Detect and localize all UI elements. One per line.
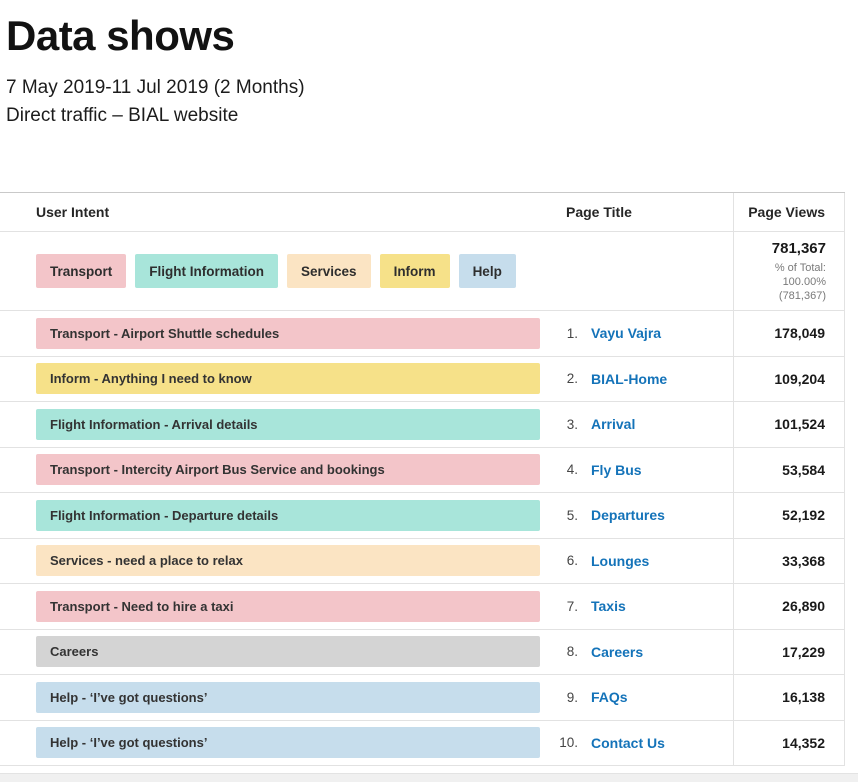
total-pct-label: % of Total: (774, 262, 826, 275)
table-row: Inform - Anything I need to know 2. BIAL-H… (0, 356, 845, 403)
total-pct-value: 100.00% (782, 276, 826, 289)
page-title-link[interactable]: Arrival (591, 416, 636, 433)
page-views-value: 26,890 (733, 584, 845, 629)
table-row: Transport - Airport Shuttle schedules 1. V… (0, 311, 845, 357)
user-intent-bar: Careers (36, 636, 540, 668)
user-intent-cell: Flight Information - Departure details (0, 499, 545, 531)
row-number: 9. (566, 689, 578, 705)
legend-chip-services: Services (287, 254, 371, 289)
legend-chip-inform: Inform (379, 254, 450, 289)
table-row: Help - ‘I’ve got questions’ 10. Contact Us… (0, 720, 845, 767)
page-title-cell: 6. Lounges (545, 539, 733, 584)
analytics-table: User Intent Page Title Page Views Transp… (0, 192, 845, 767)
row-number: 5. (566, 507, 578, 523)
table-row: Transport - Intercity Airport Bus Servic… (0, 447, 845, 494)
column-header-page-views[interactable]: Page Views (733, 193, 845, 232)
row-number: 6. (566, 553, 578, 569)
user-intent-bar: Flight Information - Arrival details (36, 408, 540, 440)
page-title-link[interactable]: Taxis (591, 598, 626, 615)
user-intent-cell: Inform - Anything I need to know (0, 363, 545, 395)
page-title-cell: 10. Contact Us (545, 721, 733, 766)
total-cell: 781,367 % of Total: 100.00% (781,367) (733, 232, 845, 311)
user-intent-cell: Services - need a place to relax (0, 545, 545, 577)
page-title-link[interactable]: Fly Bus (591, 461, 642, 478)
page-title-cell: 9. FAQs (545, 675, 733, 720)
table-header-row: User Intent Page Title Page Views (0, 193, 845, 233)
table-row: Transport - Need to hire a taxi 7. Taxis 26… (0, 584, 845, 630)
row-number: 2. (566, 371, 578, 387)
user-intent-bar: Transport - Intercity Airport Bus Servic… (36, 454, 540, 486)
user-intent-cell: Transport - Need to hire a taxi (0, 590, 545, 622)
row-number: 8. (566, 644, 578, 660)
page-title-link[interactable]: Careers (591, 643, 644, 660)
page-title-cell: 2. BIAL-Home (545, 357, 733, 402)
page-views-value: 101,524 (733, 402, 845, 447)
total-pct-absolute: (781,367) (778, 290, 826, 303)
page-views-value: 52,192 (733, 493, 845, 538)
row-number: 7. (566, 598, 578, 614)
user-intent-cell: Transport - Intercity Airport Bus Servic… (0, 454, 545, 486)
table-row: Flight Information - Arrival details 3. Ar… (0, 402, 845, 448)
page-views-value: 33,368 (733, 538, 845, 584)
legend-chip-flight: Flight Information (135, 254, 278, 289)
user-intent-cell: Careers (0, 636, 545, 668)
page-views-value: 53,584 (733, 447, 845, 493)
user-intent-bar: Inform - Anything I need to know (36, 363, 540, 395)
legend-chip-help: Help (458, 254, 516, 289)
user-intent-cell: Help - ‘I’ve got questions’ (0, 681, 545, 713)
page-title-link[interactable]: BIAL-Home (591, 370, 668, 387)
user-intent-bar: Services - need a place to relax (36, 545, 540, 577)
table-row: Help - ‘I’ve got questions’ 9. FAQs 16,138 (0, 675, 845, 721)
user-intent-cell: Help - ‘I’ve got questions’ (0, 727, 545, 759)
page-header: Data shows 7 May 2019-11 Jul 2019 (2 Mon… (0, 0, 858, 130)
user-intent-bar: Help - ‘I’ve got questions’ (36, 681, 540, 713)
table-row: Careers 8. Careers 17,229 (0, 629, 845, 676)
page-views-value: 178,049 (733, 311, 845, 356)
table-row: Services - need a place to relax 6. Lounge… (0, 538, 845, 585)
page-title-link[interactable]: Lounges (591, 552, 650, 569)
column-header-page-title: Page Title (566, 204, 632, 221)
date-range: 7 May 2019-11 Jul 2019 (2 Months) (6, 77, 305, 99)
page-title-cell: 7. Taxis (545, 584, 733, 629)
user-intent-bar: Transport - Need to hire a taxi (36, 590, 540, 622)
row-number: 3. (566, 416, 578, 432)
row-number: 10. (559, 735, 578, 751)
page-views-value: 16,138 (733, 675, 845, 720)
page-title: Data shows (6, 12, 235, 59)
user-intent-bar: Flight Information - Departure details (36, 499, 540, 531)
page-views-value: 109,204 (733, 356, 845, 402)
legend-and-total-row: Transport Flight Information Services Infor… (0, 232, 845, 312)
footer-band (0, 773, 858, 782)
column-header-user-intent: User Intent (36, 204, 110, 221)
user-intent-cell: Transport - Airport Shuttle schedules (0, 317, 545, 349)
total-page-views: 781,367 (771, 240, 826, 258)
legend-chip-transport: Transport (36, 254, 127, 289)
page-title-link[interactable]: Vayu Vajra (591, 325, 662, 342)
legend-chips: Transport Flight Information Services Infor… (0, 232, 733, 310)
page-title-link[interactable]: Departures (591, 507, 665, 524)
user-intent-bar: Help - ‘I’ve got questions’ (36, 727, 540, 759)
row-number: 4. (566, 462, 578, 478)
page-title-link[interactable]: FAQs (591, 689, 628, 706)
page-title-cell: 1. Vayu Vajra (545, 311, 733, 356)
table-row: Flight Information - Departure details 5.… (0, 493, 845, 539)
page-views-value: 17,229 (733, 629, 845, 675)
row-number: 1. (566, 325, 578, 341)
page-views-value: 14,352 (733, 720, 845, 766)
page-title-cell: 3. Arrival (545, 402, 733, 447)
total-percentage: % of Total: 100.00% (781,367) (738, 261, 826, 303)
user-intent-bar: Transport - Airport Shuttle schedules (36, 317, 540, 349)
page-title-cell: 5. Departures (545, 493, 733, 538)
page-title-link[interactable]: Contact Us (591, 734, 665, 751)
user-intent-cell: Flight Information - Arrival details (0, 408, 545, 440)
page-title-cell: 4. Fly Bus (545, 448, 733, 493)
page-title-cell: 8. Careers (545, 630, 733, 675)
table-body: Transport - Airport Shuttle schedules 1. V… (0, 311, 845, 767)
traffic-subtitle: Direct traffic – BIAL website (6, 105, 239, 127)
